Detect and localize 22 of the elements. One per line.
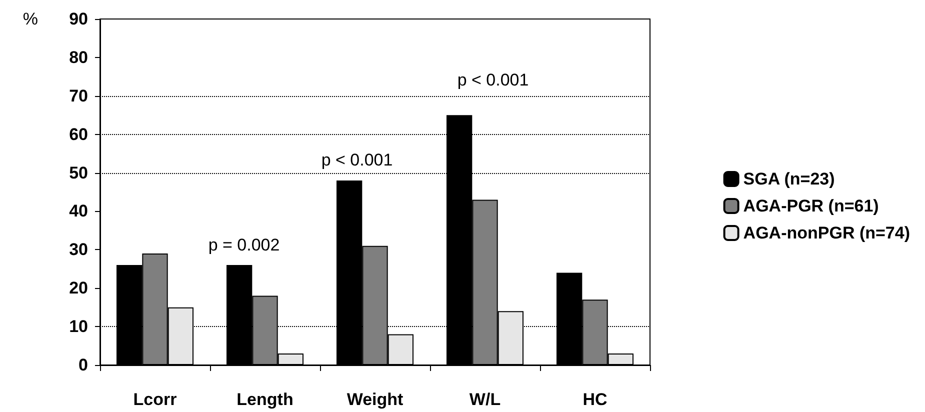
x-tick-label: Lcorr (133, 390, 178, 409)
y-tick-label: 80 (69, 48, 88, 67)
legend-label: AGA-PGR (n=61) (743, 196, 879, 216)
x-tick-label: HC (582, 390, 608, 409)
annotation: p = 0.002 (208, 236, 280, 254)
x-tick-label: Length (236, 390, 294, 409)
x-tick-label: Weight (346, 390, 404, 409)
annotation: p < 0.001 (457, 70, 529, 90)
y-tick-label: 30 (69, 240, 88, 260)
y-axis-title: % (22, 10, 38, 28)
y-tick-label: 10 (69, 317, 88, 336)
annotation: p < 0.001 (321, 150, 393, 170)
y-tick-label: 20 (69, 278, 88, 298)
y-tick-label: 70 (69, 86, 88, 106)
y-tick-label: 0 (78, 356, 88, 374)
y-tick-label: 50 (69, 163, 88, 182)
y-tick-label: 90 (69, 10, 88, 28)
y-tick-label: 60 (69, 124, 88, 144)
y-tick-label: 40 (69, 202, 88, 221)
legend-label: SGA (n=23) (743, 170, 835, 188)
x-tick-label: W/L (469, 390, 501, 409)
legend-label: AGA-nonPGR (n=74) (743, 224, 910, 242)
